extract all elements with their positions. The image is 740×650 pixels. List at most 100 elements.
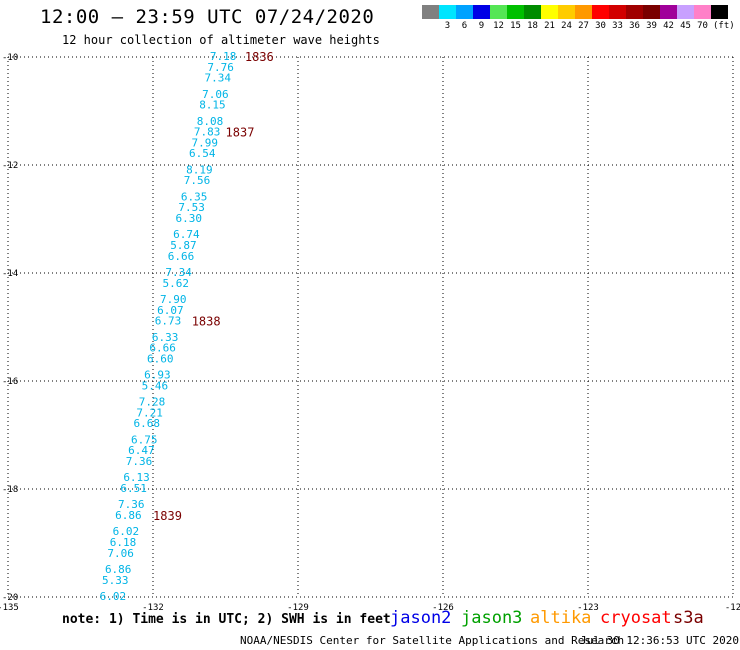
lon-tick-label: -129 bbox=[287, 603, 309, 613]
swh-value: 6.30 bbox=[176, 212, 203, 225]
legend-label: 70 bbox=[697, 21, 708, 31]
legend-swatch bbox=[490, 5, 507, 19]
swh-value: 6.13 bbox=[123, 471, 150, 484]
legend-swatch bbox=[558, 5, 575, 19]
lon-tick-label: -135 bbox=[0, 603, 19, 613]
pass-time-label: 1837 bbox=[226, 126, 255, 140]
lat-tick-label: -18 bbox=[2, 485, 18, 495]
color-scale-labels: 3 6 9 12 15 18 21 24 27 30 33 36 39 42 45 70 bbox=[422, 21, 728, 31]
swh-value: 7.28 bbox=[139, 396, 166, 409]
swh-value: 7.18 bbox=[210, 50, 237, 63]
lat-tick-label: -12 bbox=[2, 161, 18, 171]
legend-label: 21 bbox=[544, 21, 555, 31]
swh-value: 6.66 bbox=[149, 342, 176, 355]
swh-value: 6.86 bbox=[115, 509, 142, 522]
swh-value: 5.33 bbox=[102, 574, 129, 587]
swh-value: 6.60 bbox=[147, 352, 174, 365]
map-subtitle: 12 hour collection of altimeter wave hei… bbox=[62, 33, 380, 47]
satellite-altika: altika bbox=[530, 608, 592, 628]
swh-value: 7.21 bbox=[136, 406, 163, 419]
swh-value: 6.86 bbox=[105, 563, 132, 576]
legend-swatch bbox=[473, 5, 490, 19]
credit-line: NOAA/NESDIS Center for Satellite Applica… bbox=[240, 634, 625, 647]
footer-note: note: 1) Time is in UTC; 2) SWH is in fe… bbox=[62, 612, 391, 627]
lon-tick-label: -132 bbox=[142, 603, 164, 613]
legend-swatch bbox=[677, 5, 694, 19]
swh-value: 7.90 bbox=[160, 293, 187, 306]
legend-swatch bbox=[711, 5, 728, 19]
pass-time-label: 1838 bbox=[192, 315, 221, 329]
legend-label: 30 bbox=[595, 21, 606, 31]
pass-time-label: 1839 bbox=[153, 509, 182, 523]
lon-tick-label: -126 bbox=[432, 603, 454, 613]
legend-swatch bbox=[456, 5, 473, 19]
legend-label: 18 bbox=[527, 21, 538, 31]
swh-value: 8.15 bbox=[199, 99, 226, 112]
swh-value: 6.33 bbox=[152, 331, 179, 344]
legend-label: 9 bbox=[478, 21, 485, 31]
satellite-jason3: jason3 bbox=[461, 608, 523, 628]
legend-label: 36 bbox=[629, 21, 640, 31]
swh-value: 5.87 bbox=[170, 239, 197, 252]
legend-label: 27 bbox=[578, 21, 589, 31]
lat-tick-label: -14 bbox=[2, 269, 18, 279]
map-title: 12:00 – 23:59 UTC 07/24/2020 bbox=[40, 6, 375, 28]
swh-value: 6.66 bbox=[168, 250, 195, 263]
legend-swatch bbox=[643, 5, 660, 19]
satellite-s3a: s3a bbox=[673, 608, 704, 628]
lon-tick-label: -12 bbox=[725, 603, 740, 613]
legend-label: 39 bbox=[646, 21, 657, 31]
swh-value: 7.99 bbox=[191, 136, 218, 149]
legend-label: 45 bbox=[680, 21, 691, 31]
swh-value: 6.47 bbox=[128, 444, 155, 457]
swh-value: 7.56 bbox=[184, 174, 211, 187]
legend-swatch bbox=[592, 5, 609, 19]
swh-value: 7.34 bbox=[205, 72, 232, 85]
swh-value: 6.68 bbox=[133, 417, 160, 430]
legend-swatch bbox=[626, 5, 643, 19]
swh-value: 8.08 bbox=[197, 115, 224, 128]
legend-label: 33 bbox=[612, 21, 623, 31]
swh-value: 6.54 bbox=[189, 147, 216, 160]
pass-time-label: 1836 bbox=[245, 50, 274, 64]
swh-value: 7.34 bbox=[165, 266, 192, 279]
legend-swatch bbox=[524, 5, 541, 19]
swh-value: 6.73 bbox=[155, 315, 182, 328]
swh-value: 7.36 bbox=[118, 498, 145, 511]
swh-value: 6.51 bbox=[120, 482, 147, 495]
swh-value: 6.93 bbox=[144, 369, 171, 382]
swh-value: 7.36 bbox=[126, 455, 153, 468]
swh-value: 6.35 bbox=[181, 190, 208, 203]
legend-swatch bbox=[507, 5, 524, 19]
swh-value: 7.06 bbox=[107, 547, 134, 560]
legend-swatch bbox=[575, 5, 592, 19]
swh-value: 7.76 bbox=[207, 61, 234, 74]
legend-label: 24 bbox=[561, 21, 572, 31]
generated-timestamp: Jul 30 12:36:53 UTC 2020 bbox=[580, 634, 739, 647]
legend-label: 3 bbox=[444, 21, 451, 31]
lat-tick-label: -20 bbox=[2, 593, 18, 603]
swh-value: 6.18 bbox=[110, 536, 137, 549]
satellite-jason2: jason2 bbox=[390, 608, 452, 628]
swh-value: 6.02 bbox=[100, 590, 127, 603]
lat-tick-label: -16 bbox=[2, 377, 18, 387]
legend-swatch bbox=[609, 5, 626, 19]
legend-label: 12 bbox=[493, 21, 504, 31]
legend-swatch bbox=[439, 5, 456, 19]
legend-swatch bbox=[660, 5, 677, 19]
swh-value: 7.53 bbox=[178, 201, 205, 214]
swh-value: 7.83 bbox=[194, 126, 221, 139]
swh-value: 6.75 bbox=[131, 433, 158, 446]
lat-tick-label: -10 bbox=[2, 53, 18, 63]
legend-label: 42 bbox=[663, 21, 674, 31]
legend-swatch bbox=[694, 5, 711, 19]
swh-value: 6.74 bbox=[173, 228, 200, 241]
swh-value: 8.19 bbox=[186, 163, 213, 176]
swh-value: 6.02 bbox=[113, 525, 140, 538]
lon-tick-label: -123 bbox=[577, 603, 599, 613]
legend-label: 6 bbox=[461, 21, 468, 31]
legend-swatch bbox=[422, 5, 439, 19]
color-scale-unit: (ft) bbox=[713, 21, 735, 31]
swh-value: 5.46 bbox=[142, 379, 169, 392]
swh-value: 5.62 bbox=[162, 277, 189, 290]
